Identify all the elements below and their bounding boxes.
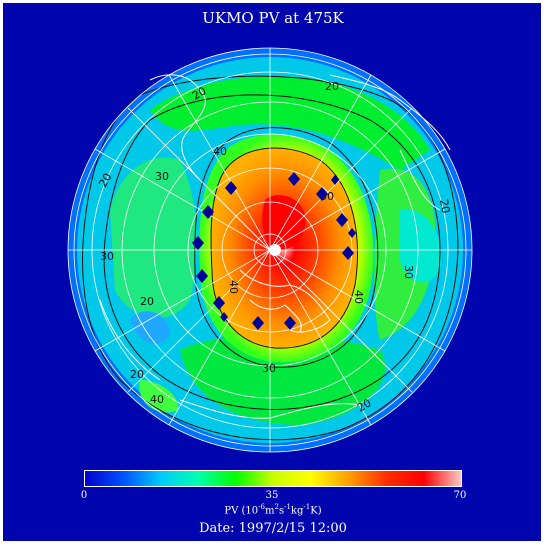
contour-line-40: [194, 127, 379, 368]
contour-label: 20: [130, 368, 144, 381]
colorbar-label-part: K): [310, 505, 322, 517]
date-label: Date: 1997/2/15 12:00: [199, 521, 347, 536]
colorbar-label-exp: -1: [303, 503, 311, 511]
contour-label: 30: [155, 170, 169, 183]
contour-label: 30: [100, 250, 114, 263]
contour-label: 20: [325, 80, 339, 93]
pv-field-cyan-east: [400, 209, 441, 283]
observation-marker: [225, 181, 237, 195]
observation-marker: [316, 187, 328, 201]
contour-line-50: [210, 147, 358, 349]
coastline: [399, 149, 441, 211]
contour-label: 30: [402, 265, 415, 279]
contour-label: 20: [96, 171, 114, 190]
pv-field-green-south: [180, 335, 386, 425]
contour-line-20: [82, 75, 459, 441]
pv-field-green-north: [150, 76, 430, 170]
contour-label: 40: [150, 393, 164, 406]
contour-label: 20: [355, 396, 374, 414]
observation-marker: [192, 236, 204, 250]
map-title: UKMO PV at 475K: [202, 9, 344, 27]
colorbar-tick-min: 0: [80, 490, 88, 501]
pv-field-green-west: [110, 157, 197, 319]
coastline: [329, 74, 451, 151]
observation-marker: [213, 296, 225, 310]
colorbar: [84, 470, 462, 487]
contour-label: 20: [140, 295, 154, 308]
contour-label: 30: [262, 362, 276, 375]
coastline: [179, 399, 361, 419]
colorbar-label-exp: -1: [284, 503, 291, 511]
contour-label: 20: [437, 198, 452, 214]
observation-marker: [202, 205, 214, 219]
observation-marker: [348, 228, 356, 238]
contour-label: 20: [190, 84, 209, 102]
pv-field-blue-sw: [130, 311, 170, 344]
observation-marker: [284, 316, 296, 330]
contour-label: 40: [213, 145, 227, 158]
coastline: [99, 299, 161, 381]
observation-marker: [331, 175, 339, 185]
colorbar-label-part: kg: [290, 505, 304, 517]
contour-label: 40: [227, 280, 240, 294]
contour-label: 40: [352, 290, 365, 304]
observation-marker: [342, 246, 354, 260]
colorbar-tick-max: 70: [453, 490, 467, 501]
colorbar-label-part: PV (10: [224, 505, 259, 517]
colorbar-label-part: m: [265, 505, 275, 517]
observation-marker: [252, 316, 264, 330]
coastline: [149, 74, 206, 181]
colorbar-label-part: s: [278, 505, 285, 517]
north-pole-point: [269, 244, 281, 256]
observation-marker: [336, 213, 348, 227]
coastline: [239, 269, 331, 333]
observation-marker: [196, 269, 208, 283]
colorbar-label: PV (10-6m2s-1kg-1K): [0, 503, 546, 516]
colorbar-label-exp: 2: [274, 503, 279, 511]
observation-marker: [288, 172, 300, 186]
colorbar-label-exp: -6: [258, 503, 265, 511]
colorbar-tick-mid: 35: [265, 490, 279, 501]
observation-marker: [220, 312, 228, 322]
coastline: [249, 299, 302, 333]
